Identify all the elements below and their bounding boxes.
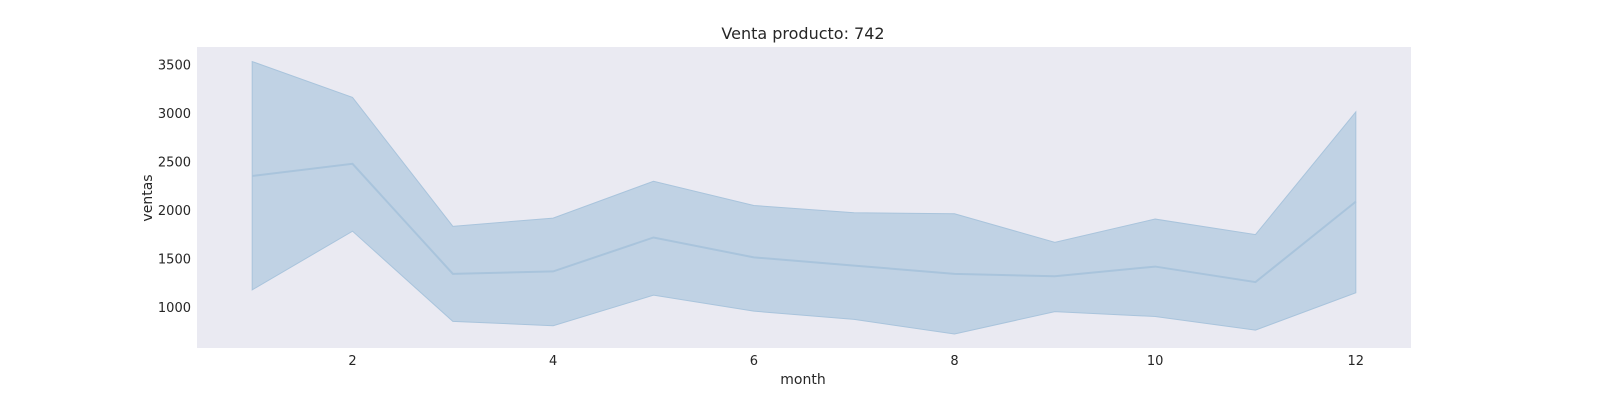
x-axis-label: month (780, 372, 825, 388)
confidence-band (251, 60, 1357, 335)
x-tick-label: 12 (1348, 354, 1365, 369)
x-tick-label: 8 (950, 354, 958, 369)
x-tick-label: 10 (1147, 354, 1164, 369)
y-tick-label: 3500 (158, 58, 191, 73)
y-tick-layer: 1000 1500 2000 2500 3000 3500 (158, 58, 191, 315)
series-line (252, 162, 1357, 284)
y-axis-label: ventas (140, 174, 156, 221)
y-tick-label: 1500 (158, 252, 191, 267)
x-tick-layer: 2 4 6 8 10 12 (348, 354, 1364, 369)
y-tick-label: 2500 (158, 155, 191, 170)
chart-title: Venta producto: 742 (721, 24, 884, 43)
x-tick-label: 4 (549, 354, 557, 369)
y-tick-label: 2000 (158, 204, 191, 219)
y-tick-label: 3000 (158, 107, 191, 122)
confidence-band-layer (251, 60, 1357, 335)
x-tick-label: 6 (750, 354, 758, 369)
x-tick-label: 2 (348, 354, 356, 369)
line-layer (252, 162, 1357, 284)
y-tick-label: 1000 (158, 301, 191, 316)
